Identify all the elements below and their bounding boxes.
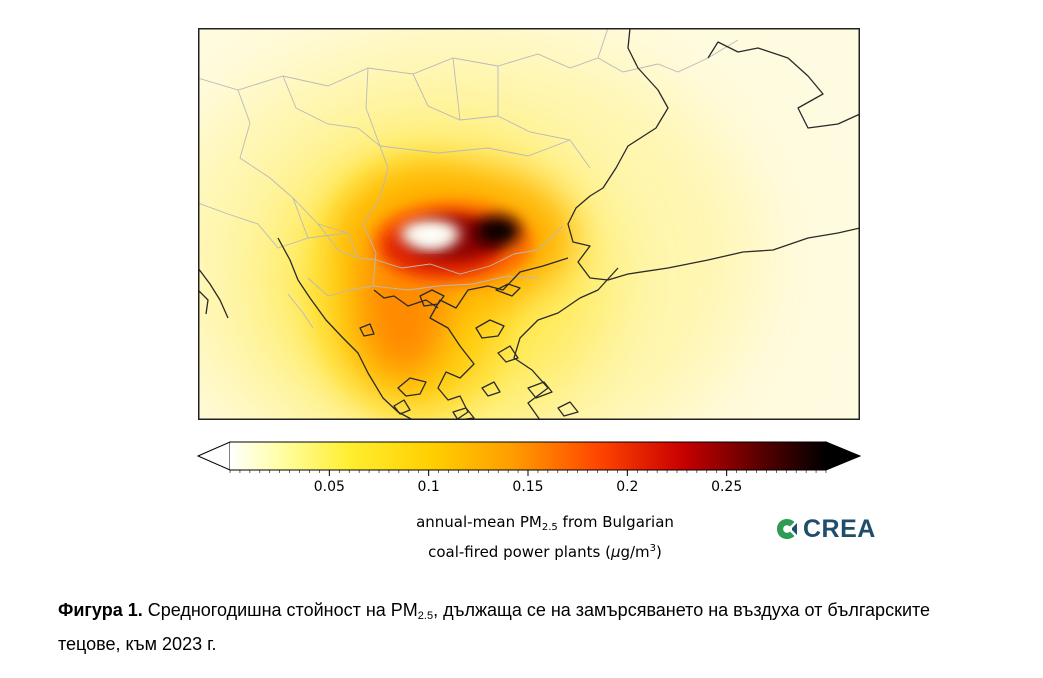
colorbar-gradient bbox=[230, 442, 826, 470]
map-frame-border bbox=[198, 28, 860, 420]
colorbar-extend-right bbox=[825, 441, 862, 471]
concentration-field bbox=[198, 28, 758, 420]
pm25-concentration-map bbox=[198, 28, 860, 420]
country-borders bbox=[198, 28, 739, 329]
colorbar-major-ticks: 0.05 0.1 0.15 0.2 0.25 bbox=[314, 470, 742, 494]
caption-figure-number: Фигура 1. bbox=[58, 600, 143, 620]
crea-logo: CREA bbox=[775, 512, 876, 546]
colorbar: 0.05 0.1 0.15 0.2 0.25 bbox=[196, 441, 862, 494]
colorbar-tick-label: 0.15 bbox=[512, 479, 543, 494]
caption-text-cont: , дължаща се на замърсяването на въздуха… bbox=[58, 600, 931, 654]
colorbar-tick-label: 0.2 bbox=[616, 479, 638, 494]
caption-text: Средногодишна стойност на PM bbox=[142, 600, 418, 620]
colorbar-label-line2: coal-fired power plants (μg/m3) bbox=[428, 543, 662, 561]
crea-logo-text: CREA bbox=[803, 514, 876, 543]
colorbar-label-line1: annual-mean PM2.5 from Bulgarian bbox=[416, 513, 674, 533]
colorbar-label: annual-mean PM2.5 from Bulgarian coal-fi… bbox=[300, 512, 790, 563]
colorbar-tick-label: 0.1 bbox=[418, 479, 440, 494]
crea-logo-icon bbox=[777, 519, 797, 539]
coastlines bbox=[198, 28, 860, 420]
colorbar-tick-label: 0.25 bbox=[711, 479, 742, 494]
colorbar-tick-label: 0.05 bbox=[314, 479, 345, 494]
colorbar-extend-left bbox=[196, 441, 231, 471]
figure-caption: Фигура 1. Средногодишна стойност на PM2.… bbox=[58, 600, 931, 654]
